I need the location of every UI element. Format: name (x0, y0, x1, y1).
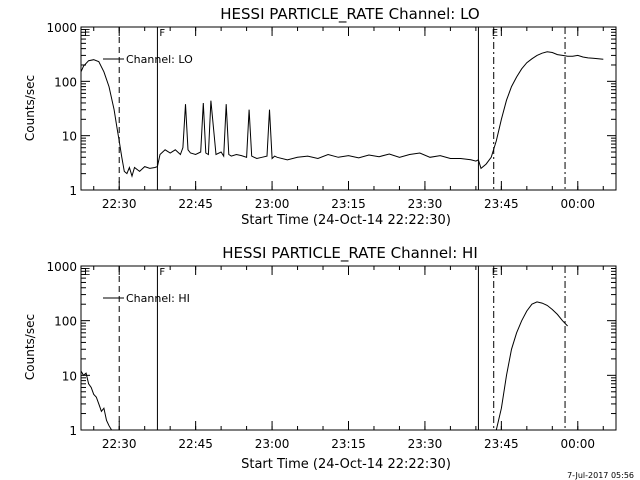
series-line (81, 370, 113, 430)
plot-frame (80, 26, 617, 191)
x-tick-label: 22:45 (178, 197, 213, 211)
y-tick-label: 100 (54, 75, 77, 89)
chart-panel-lo: HESSI PARTICLE_RATE Channel: LO Counts/s… (23, 5, 617, 228)
flag-label: E (492, 28, 498, 39)
flag-label: E (84, 267, 90, 278)
y-tick-label: 1000 (46, 21, 77, 35)
series-line (495, 301, 568, 430)
x-axis-label: Start Time (24-Oct-14 22:22:30) (241, 457, 451, 472)
x-tick-label: 23:15 (331, 197, 366, 211)
chart-title: HESSI PARTICLE_RATE Channel: HI (222, 244, 478, 263)
series-line (81, 51, 604, 178)
flag-label: E (492, 267, 498, 278)
flag-label: E (84, 28, 90, 39)
y-tick-label: 10 (62, 369, 77, 383)
x-tick-label: 23:15 (331, 437, 366, 451)
flag-label: F (159, 28, 165, 39)
x-tick-label: 23:00 (255, 197, 290, 211)
y-tick-label: 1000 (46, 260, 77, 274)
x-tick-label: 22:30 (102, 197, 137, 211)
chart-title: HESSI PARTICLE_RATE Channel: LO (220, 5, 479, 24)
x-tick-label: 22:30 (102, 437, 137, 451)
legend-label: Channel: LO (126, 53, 193, 66)
x-axis-label: Start Time (24-Oct-14 22:22:30) (241, 213, 451, 228)
y-tick-label: 100 (54, 315, 77, 329)
x-tick-label: 23:45 (484, 437, 519, 451)
x-tick-label: 23:30 (408, 437, 443, 451)
x-tick-label: 23:30 (408, 197, 443, 211)
plot-frame (80, 265, 617, 431)
footer-date: 7-Jul-2017 05:56 (567, 471, 634, 480)
x-tick-label: 00:00 (560, 197, 595, 211)
x-tick-label: 23:45 (484, 197, 519, 211)
x-tick-label: 23:00 (255, 437, 290, 451)
y-axis-label: Counts/sec (23, 314, 37, 380)
y-tick-label: 10 (62, 130, 77, 144)
x-tick-label: 00:00 (560, 437, 595, 451)
y-tick-label: 1 (69, 424, 77, 438)
chart-panel-hi: HESSI PARTICLE_RATE Channel: HI Counts/s… (23, 244, 617, 472)
y-axis-label: Counts/sec (23, 75, 37, 141)
x-tick-label: 22:45 (178, 437, 213, 451)
legend-label: Channel: HI (126, 292, 190, 305)
y-tick-label: 1 (69, 184, 77, 198)
flag-label: F (159, 267, 165, 278)
